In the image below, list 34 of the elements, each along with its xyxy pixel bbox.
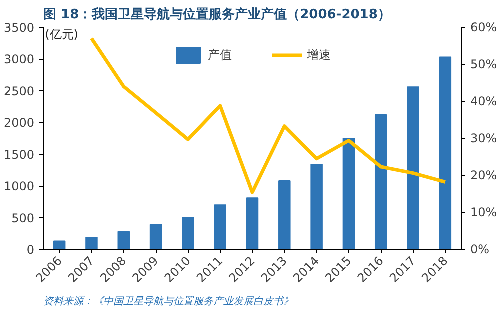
y2-tick-label: 50% — [470, 58, 498, 72]
y2-tick-label: 0% — [470, 242, 490, 256]
bar — [374, 114, 388, 250]
bar — [407, 86, 420, 250]
bar — [310, 164, 323, 250]
legend-label: 增速 — [307, 46, 331, 64]
bar — [246, 198, 259, 250]
y-tick-label: 3500 — [4, 21, 35, 35]
bar — [342, 138, 356, 250]
y2-tick-label: 60% — [470, 20, 498, 34]
bar — [86, 236, 98, 250]
y-tick-label: 1500 — [4, 148, 35, 162]
y-axis-title: (亿元) — [45, 28, 78, 42]
bar — [182, 217, 194, 250]
text: 资料来源：《中国卫星导航与位置服务产业发展白皮书》 — [44, 296, 294, 308]
y-tick-label: 2000 — [4, 116, 35, 130]
chart-title: 图 18：我国卫星导航与位置服务产业产值（2006-2018） — [44, 6, 391, 22]
y2-tick-label: 40% — [470, 94, 498, 108]
bar — [439, 56, 452, 250]
bar — [118, 231, 130, 250]
line-series — [90, 36, 448, 194]
y-tick-label: 0 — [26, 243, 35, 257]
bar — [53, 240, 66, 250]
y-tick-label: 2500 — [4, 84, 35, 98]
y-tick-label: 500 — [12, 211, 34, 226]
y2-tick-label: 20% — [470, 168, 498, 182]
y2-tick-label: 10% — [470, 206, 498, 220]
bar — [278, 180, 291, 250]
legend-label: 产值 — [208, 46, 232, 64]
bar — [214, 204, 226, 250]
bar — [150, 224, 162, 250]
y2-tick-label: 30% — [470, 132, 498, 146]
y-tick-label: 1000 — [4, 180, 35, 194]
y-tick-label: 3000 — [4, 52, 35, 67]
